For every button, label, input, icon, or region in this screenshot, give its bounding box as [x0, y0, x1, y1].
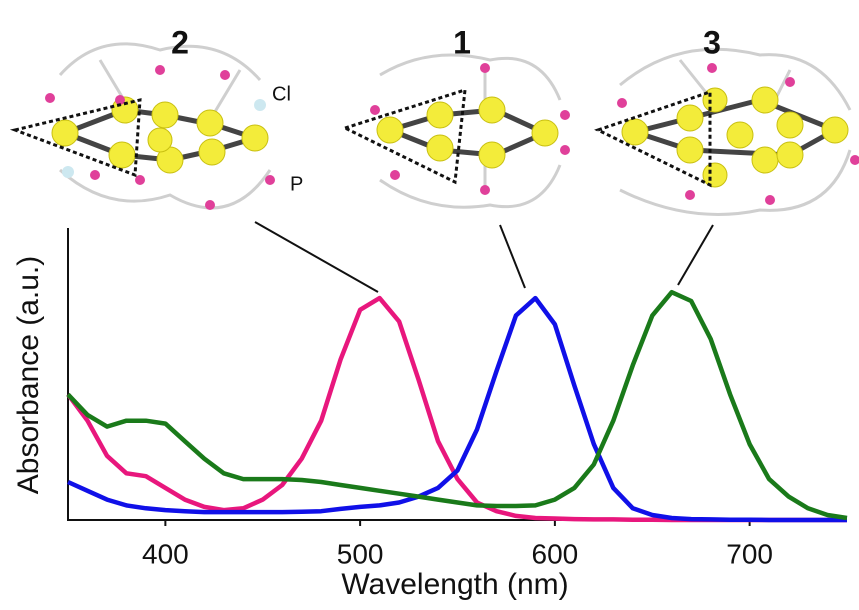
x-axis-label: Wavelength (nm): [341, 568, 568, 601]
structures: [15, 44, 859, 292]
series-line: [68, 292, 847, 518]
structure-label: 3: [703, 24, 721, 60]
x-tick-label: 600: [532, 538, 579, 569]
atom-label: Cl: [272, 83, 291, 105]
x-tick-label: 700: [726, 538, 773, 569]
y-axis-label: Absorbance (a.u.): [12, 256, 45, 494]
plot: 400 500 600 700: [68, 292, 847, 569]
x-tick-label: 400: [142, 538, 189, 569]
structure-label: 1: [453, 24, 471, 60]
atom-label: P: [290, 173, 303, 195]
structure-label: 2: [171, 24, 189, 60]
series-line: [68, 298, 847, 520]
figure: 2 1 3 Cl P Wavelength (nm) Absorbance (a…: [0, 0, 859, 605]
x-tick-label: 500: [337, 538, 384, 569]
series-line: [68, 298, 847, 520]
